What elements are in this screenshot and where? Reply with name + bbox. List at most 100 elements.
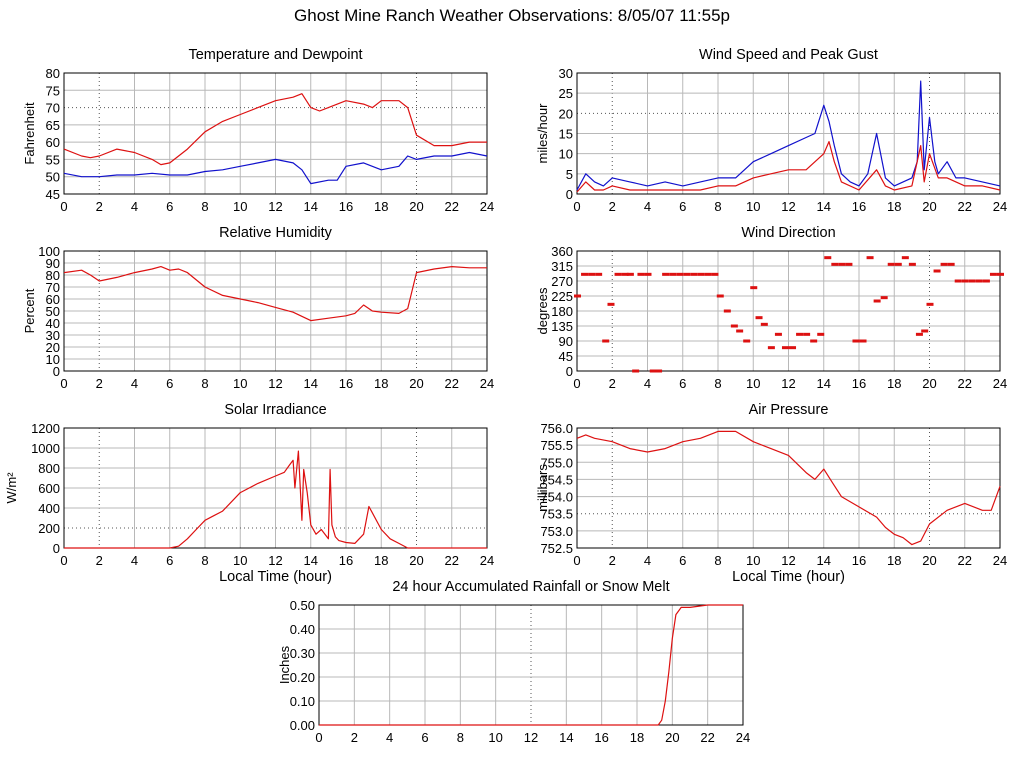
x-tick-label: 16 — [852, 553, 866, 568]
data-point — [781, 346, 789, 350]
x-tick-label: 0 — [60, 553, 67, 568]
x-tick-label: 24 — [480, 199, 494, 214]
plot-frame — [63, 250, 488, 372]
x-tick-label: 2 — [609, 553, 616, 568]
y-tick-label: 90 — [46, 256, 60, 271]
data-point — [894, 262, 902, 266]
x-tick-label: 0 — [60, 199, 67, 214]
y-tick-label: 40 — [46, 316, 60, 331]
y-tick-label: 270 — [551, 274, 573, 289]
y-tick-label: 70 — [46, 101, 60, 116]
x-tick-label: 14 — [817, 376, 831, 391]
x-tick-label: 2 — [96, 199, 103, 214]
x-tick-label: 24 — [480, 376, 494, 391]
data-point — [880, 296, 888, 300]
data-point — [982, 279, 990, 283]
y-tick-label: 80 — [46, 268, 60, 283]
series-line-red — [576, 141, 1001, 193]
x-tick-label: 20 — [409, 199, 423, 214]
y-tick-label: 50 — [46, 170, 60, 185]
x-tick-label: 8 — [714, 553, 721, 568]
y-tick-label: 65 — [46, 118, 60, 133]
series-line-blue — [576, 80, 1001, 191]
y-tick-label: 400 — [38, 501, 60, 516]
x-tick-label: 22 — [958, 553, 972, 568]
data-point — [933, 269, 941, 273]
x-tick-label: 6 — [421, 730, 428, 745]
y-tick-label: 20 — [559, 106, 573, 121]
y-tick-label: 50 — [46, 304, 60, 319]
y-tick-label: 755.0 — [540, 455, 573, 470]
data-point — [997, 272, 1004, 276]
data-point — [796, 332, 804, 336]
chart-title: Relative Humidity — [219, 225, 333, 241]
x-tick-label: 6 — [166, 376, 173, 391]
x-tick-label: 2 — [96, 376, 103, 391]
x-tick-label: 4 — [131, 553, 138, 568]
y-tick-label: 30 — [559, 66, 573, 81]
x-tick-label: 12 — [781, 199, 795, 214]
x-tick-label: 22 — [445, 376, 459, 391]
series-line-red — [319, 604, 743, 726]
data-point — [736, 329, 744, 333]
x-tick-label: 10 — [233, 199, 247, 214]
data-point — [704, 272, 712, 276]
data-point — [632, 369, 640, 373]
x-tick-label: 20 — [665, 730, 679, 745]
x-tick-label: 16 — [594, 730, 608, 745]
data-point — [655, 369, 663, 373]
y-tick-label: 752.5 — [540, 541, 573, 556]
data-point — [767, 346, 775, 350]
data-point — [644, 272, 652, 276]
y-tick-label: 600 — [38, 481, 60, 496]
y-tick-label: 15 — [559, 127, 573, 142]
x-tick-label: 2 — [609, 199, 616, 214]
y-tick-label: 753.5 — [540, 507, 573, 522]
x-tick-label: 6 — [166, 199, 173, 214]
chart-title: Air Pressure — [749, 402, 829, 418]
data-point — [662, 272, 670, 276]
x-tick-label: 10 — [746, 199, 760, 214]
data-point — [852, 339, 860, 343]
y-axis-label: Inches — [277, 645, 292, 684]
x-axis-label: Local Time (hour) — [732, 569, 845, 585]
chart-title: Solar Irradiance — [224, 402, 326, 418]
data-point — [838, 262, 846, 266]
x-tick-label: 12 — [268, 553, 282, 568]
x-tick-label: 16 — [339, 376, 353, 391]
y-axis-label: millibars — [535, 464, 550, 512]
data-point — [574, 294, 581, 298]
y-tick-label: 0 — [53, 364, 60, 379]
y-tick-label: 0 — [566, 187, 573, 202]
data-point — [873, 299, 881, 303]
y-axis-label: Percent — [22, 288, 37, 333]
x-tick-label: 18 — [374, 553, 388, 568]
data-point — [614, 272, 622, 276]
plot-frame — [576, 72, 1001, 195]
data-point — [588, 272, 596, 276]
y-tick-label: 60 — [46, 292, 60, 307]
data-point — [730, 324, 738, 328]
x-tick-label: 24 — [736, 730, 750, 745]
x-tick-label: 10 — [746, 376, 760, 391]
y-tick-label: 0.40 — [290, 622, 315, 637]
y-tick-label: 20 — [46, 340, 60, 355]
data-point — [866, 256, 874, 260]
data-point — [649, 369, 657, 373]
x-tick-label: 12 — [781, 553, 795, 568]
x-tick-label: 8 — [201, 199, 208, 214]
chart-title: Wind Speed and Peak Gust — [699, 47, 878, 63]
data-point — [817, 332, 825, 336]
x-tick-label: 2 — [351, 730, 358, 745]
data-point — [947, 262, 955, 266]
y-tick-label: 0.30 — [290, 646, 315, 661]
data-point — [921, 329, 929, 333]
data-point — [954, 279, 962, 283]
y-tick-label: 80 — [46, 66, 60, 81]
y-tick-label: 225 — [551, 289, 573, 304]
y-tick-label: 100 — [38, 244, 60, 259]
x-tick-label: 14 — [304, 553, 318, 568]
y-tick-label: 5 — [566, 167, 573, 182]
